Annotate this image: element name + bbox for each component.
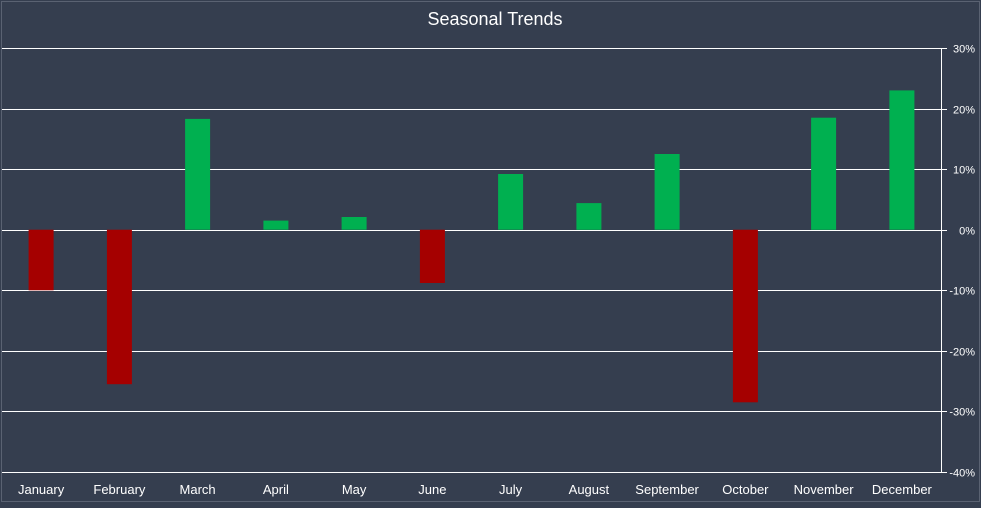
bar-february — [106, 229, 132, 385]
y-tick-label: 0% — [959, 226, 975, 238]
x-category-label: April — [263, 482, 289, 497]
y-tick-label: -30% — [949, 407, 975, 419]
x-category-label: June — [418, 482, 446, 497]
x-category-label: August — [569, 482, 610, 497]
y-tick-label: 20% — [953, 105, 975, 117]
x-axis-category-labels: January February March April May June July Augu… — [18, 482, 933, 497]
bar-april — [263, 220, 289, 230]
x-category-label: October — [722, 482, 769, 497]
bar-november — [811, 117, 837, 230]
x-category-label: May — [342, 482, 367, 497]
y-tick-label: -40% — [949, 468, 975, 480]
x-category-label: September — [635, 482, 699, 497]
bar-september — [654, 154, 680, 230]
bar-october — [732, 229, 758, 403]
x-category-label: July — [499, 482, 523, 497]
y-axis-tick-labels: 30% 20% 10% 0% -10% -20% -30% -40% — [949, 44, 975, 480]
gridlines — [2, 48, 947, 473]
bars — [28, 90, 915, 403]
x-category-label: March — [180, 482, 216, 497]
bar-august — [576, 203, 602, 230]
x-category-label: February — [93, 482, 146, 497]
bar-january — [28, 229, 54, 291]
y-tick-label: 30% — [953, 44, 975, 56]
bar-december — [889, 90, 915, 230]
bar-may — [341, 217, 367, 230]
x-category-label: January — [18, 482, 65, 497]
bar-march — [185, 118, 211, 230]
y-tick-label: -20% — [949, 347, 975, 359]
bar-june — [419, 229, 445, 283]
bar-july — [498, 174, 524, 230]
y-tick-label: 10% — [953, 165, 975, 177]
x-category-label: November — [794, 482, 855, 497]
x-category-label: December — [872, 482, 933, 497]
chart-title: Seasonal Trends — [427, 9, 562, 29]
y-tick-label: -10% — [949, 286, 975, 298]
